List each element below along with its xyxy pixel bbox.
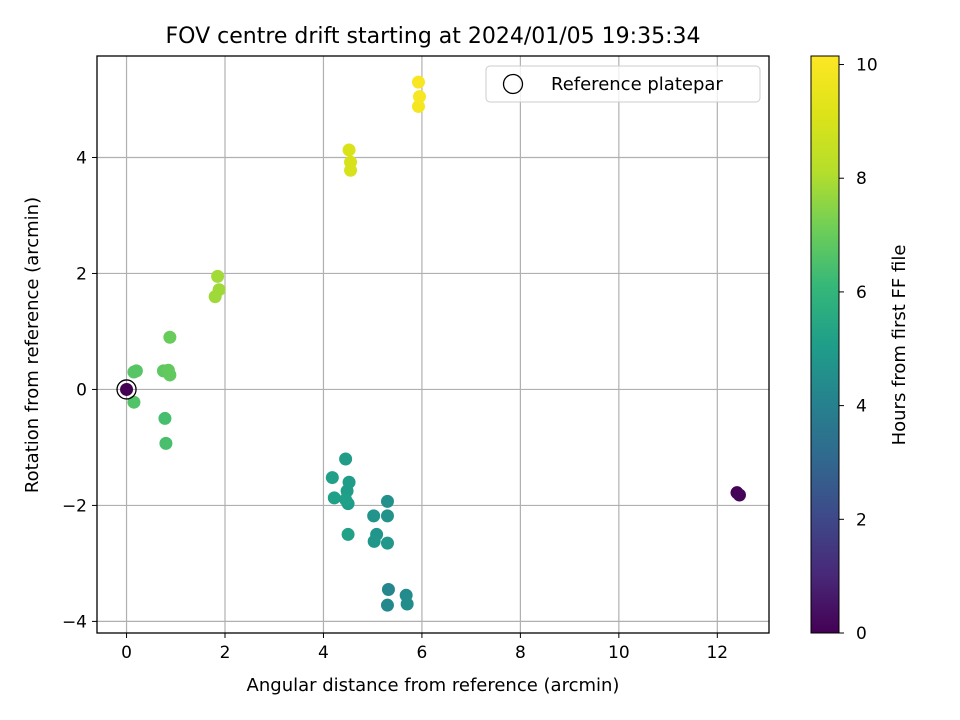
colorbar-tick-label: 4 <box>856 397 867 417</box>
reference-platepar-marker <box>116 379 137 400</box>
data-point <box>339 493 353 507</box>
data-point <box>158 411 172 425</box>
x-tick-label: 0 <box>121 643 132 663</box>
data-point <box>159 436 173 450</box>
data-point <box>380 509 394 523</box>
y-tick-label: 0 <box>76 380 87 400</box>
data-point <box>163 330 177 344</box>
x-axis-label: Angular distance from reference (arcmin) <box>247 675 620 696</box>
y-tick-label: 2 <box>76 264 87 284</box>
data-point <box>127 395 141 409</box>
data-point <box>120 382 134 396</box>
data-point <box>129 364 143 378</box>
colorbar-tick-label: 8 <box>856 169 867 189</box>
data-point <box>211 269 225 283</box>
data-point <box>380 598 394 612</box>
plot-frame <box>96 55 770 634</box>
x-axis-ticks: 0 2 4 6 8 10 12 <box>121 633 728 663</box>
data-point <box>381 583 395 597</box>
data-point <box>339 452 353 466</box>
data-point <box>412 90 426 104</box>
colorbar-tick-label: 2 <box>856 510 867 530</box>
data-point <box>163 368 177 382</box>
x-tick-label: 8 <box>515 643 526 663</box>
x-tick-label: 12 <box>706 643 728 663</box>
data-point <box>327 491 341 505</box>
x-tick-label: 4 <box>318 643 329 663</box>
data-point <box>325 471 339 485</box>
data-point <box>380 536 394 550</box>
data-point <box>732 488 746 502</box>
y-axis-ticks: −4 −2 0 2 4 <box>62 148 97 632</box>
grid-lines <box>97 56 769 633</box>
data-point <box>341 527 355 541</box>
y-tick-label: −4 <box>62 612 87 632</box>
colorbar-tick-label: 10 <box>856 56 878 76</box>
x-tick-label: 10 <box>608 643 630 663</box>
chart-title: FOV centre drift starting at 2024/01/05 … <box>166 24 701 49</box>
data-point <box>367 534 381 548</box>
colorbar-label: Hours from first FF file <box>889 245 910 446</box>
colorbar-tick-label: 6 <box>856 283 867 303</box>
legend-box <box>485 65 761 103</box>
legend-marker-hollow-circle <box>502 73 524 95</box>
y-axis-label: Rotation from reference (arcmin) <box>22 197 43 493</box>
data-point <box>212 283 226 297</box>
data-point <box>367 509 381 523</box>
data-point <box>400 597 414 611</box>
data-point <box>342 143 356 157</box>
data-points <box>116 75 746 612</box>
x-tick-label: 6 <box>417 643 428 663</box>
y-tick-label: 4 <box>76 148 87 168</box>
data-point <box>380 494 394 508</box>
x-tick-label: 2 <box>220 643 231 663</box>
y-tick-label: −2 <box>62 496 87 516</box>
data-point <box>411 99 425 113</box>
data-point <box>344 155 358 169</box>
colorbar-ticks: 0 2 4 6 8 10 <box>839 56 878 644</box>
data-point <box>411 75 425 89</box>
legend-label: Reference platepar <box>551 74 723 95</box>
colorbar-tick-label: 0 <box>856 624 867 644</box>
legend: Reference platepar <box>485 65 761 103</box>
colorbar <box>810 55 840 634</box>
